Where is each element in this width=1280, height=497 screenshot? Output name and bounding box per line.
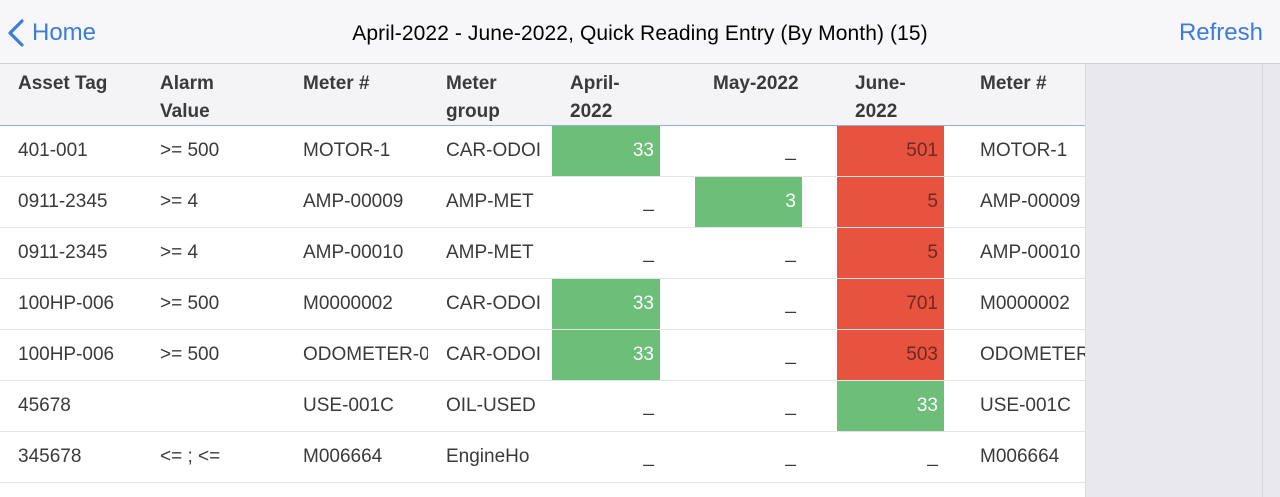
- column-meter-number-header[interactable]: Meter #: [285, 64, 428, 126]
- header-label-line2: Value: [160, 101, 210, 122]
- june-reading-cell[interactable]: 5: [837, 177, 944, 227]
- may-reading-cell[interactable]: 3: [695, 177, 802, 227]
- table-row[interactable]: 45678 USE-001C OIL-USED _ _ 33 USE-001C: [0, 381, 1085, 432]
- navigation-bar: Home April-2022 - June-2022, Quick Readi…: [0, 0, 1280, 64]
- may-reading-cell[interactable]: _: [785, 395, 796, 416]
- meter-group-cell: CAR-ODOI: [446, 140, 541, 161]
- page-title: April-2022 - June-2022, Quick Reading En…: [352, 22, 928, 45]
- meter-number-cell: M006664: [303, 446, 383, 467]
- june-reading-cell[interactable]: _: [927, 446, 938, 467]
- alarm-value-cell: >= 4: [160, 191, 199, 212]
- table-row[interactable]: 401-001 >= 500 MOTOR-1 CAR-ODOI 33 _ 501 MOTOR-…: [0, 126, 1085, 177]
- header-label-line2: group: [446, 101, 500, 122]
- june-reading-cell[interactable]: 501: [837, 126, 944, 176]
- meter-number-cell: AMP-00010: [303, 242, 404, 263]
- april-reading-cell[interactable]: _: [643, 242, 654, 263]
- asset-tag-cell: 100HP-006: [18, 344, 115, 365]
- refresh-button[interactable]: Refresh: [1178, 19, 1263, 46]
- column-alarm-value-header[interactable]: Alarm Value: [142, 64, 285, 126]
- meter-number-cell: ODOMETER-0: [303, 344, 428, 365]
- meter-group-cell: OIL-USED: [446, 395, 536, 416]
- table-row[interactable]: 0911-2345 >= 4 AMP-00009 AMP-MET _ 3 5 AMP-0000…: [0, 177, 1085, 228]
- april-reading-cell[interactable]: 33: [552, 126, 660, 176]
- panel-divider: [1262, 64, 1263, 497]
- column-meter-group-header[interactable]: Meter group: [428, 64, 552, 126]
- alarm-value-cell: >= 500: [160, 293, 220, 314]
- reading-grid: Asset Tag Alarm Value Meter # Meter group Apri…: [0, 64, 1086, 497]
- back-label: Home: [32, 19, 97, 46]
- header-label: June-2022: [855, 73, 906, 122]
- table-row[interactable]: 100HP-006 >= 500 ODOMETER-0 CAR-ODOI 33 _ 503 O…: [0, 330, 1086, 381]
- meter-number-2-cell: M0000002: [980, 293, 1070, 314]
- header-label: Meter #: [303, 73, 370, 94]
- june-reading-cell[interactable]: 33: [837, 381, 944, 431]
- alarm-value-cell: >= 500: [160, 140, 220, 161]
- chevron-left-icon: [8, 19, 24, 47]
- meter-group-cell: AMP-MET: [446, 191, 534, 212]
- meter-group-cell: CAR-ODOI: [446, 293, 541, 314]
- meter-number-2-cell: ODOMETER: [980, 344, 1086, 365]
- meter-number-2-cell: USE-001C: [980, 395, 1071, 416]
- asset-tag-cell: 100HP-006: [18, 293, 115, 314]
- asset-tag-cell: 0911-2345: [18, 242, 108, 263]
- meter-number-cell: MOTOR-1: [303, 140, 391, 161]
- april-reading-cell[interactable]: 33: [552, 330, 660, 380]
- may-reading-cell[interactable]: _: [785, 140, 796, 161]
- header-label: Asset Tag: [18, 73, 108, 94]
- meter-number-2-cell: AMP-00009: [980, 191, 1081, 212]
- alarm-value-cell: <= ; <=: [160, 446, 221, 467]
- june-reading-cell[interactable]: 5: [837, 228, 944, 278]
- column-meter-number-2-header[interactable]: Meter #: [962, 64, 1085, 126]
- april-reading-cell[interactable]: _: [643, 191, 654, 212]
- meter-group-cell: AMP-MET: [446, 242, 534, 263]
- column-asset-tag-header[interactable]: Asset Tag: [0, 64, 142, 126]
- header-label: Meter #: [980, 73, 1047, 94]
- meter-number-2-cell: M006664: [980, 446, 1060, 467]
- asset-tag-cell: 345678: [18, 446, 82, 467]
- table-row[interactable]: 0911-2345 >= 4 AMP-00010 AMP-MET _ _ 5 AMP-0001…: [0, 228, 1085, 279]
- meter-number-2-cell: AMP-00010: [980, 242, 1081, 263]
- may-reading-cell[interactable]: _: [785, 344, 796, 365]
- header-label: May-2022: [713, 73, 799, 94]
- table-row[interactable]: 345678 <= ; <= M006664 EngineHo _ _ _ M006664: [0, 432, 1085, 483]
- april-reading-cell[interactable]: _: [643, 446, 654, 467]
- may-reading-cell[interactable]: _: [785, 242, 796, 263]
- back-button[interactable]: Home: [6, 16, 96, 50]
- header-label: Alarm: [160, 73, 214, 94]
- asset-tag-cell: 401-001: [18, 140, 88, 161]
- june-reading-cell[interactable]: 701: [837, 279, 944, 329]
- april-reading-cell[interactable]: 33: [552, 279, 660, 329]
- alarm-value-cell: >= 500: [160, 344, 220, 365]
- meter-group-cell: EngineHo: [446, 446, 530, 467]
- may-reading-cell[interactable]: _: [785, 446, 796, 467]
- asset-tag-cell: 45678: [18, 395, 71, 416]
- meter-group-cell: CAR-ODOI: [446, 344, 541, 365]
- april-reading-cell[interactable]: _: [643, 395, 654, 416]
- meter-number-cell: AMP-00009: [303, 191, 404, 212]
- column-june-2022-header[interactable]: June-2022: [837, 64, 944, 126]
- asset-tag-cell: 0911-2345: [18, 191, 108, 212]
- header-label: Meter: [446, 73, 497, 94]
- meter-number-cell: M0000002: [303, 293, 393, 314]
- side-panel: [1086, 64, 1280, 497]
- alarm-value-cell: [142, 381, 285, 431]
- alarm-value-cell: >= 4: [160, 242, 199, 263]
- meter-number-cell: USE-001C: [303, 395, 394, 416]
- june-reading-cell[interactable]: 503: [837, 330, 944, 380]
- meter-number-2-cell: MOTOR-1: [980, 140, 1068, 161]
- table-row[interactable]: 100HP-006 >= 500 M0000002 CAR-ODOI 33 _ 701 M00…: [0, 279, 1085, 330]
- column-may-2022-header[interactable]: May-2022: [695, 64, 802, 126]
- header-label: April-2022: [570, 73, 620, 122]
- may-reading-cell[interactable]: _: [785, 293, 796, 314]
- column-april-2022-header[interactable]: April-2022: [552, 64, 660, 126]
- table-header: Asset Tag Alarm Value Meter # Meter group Apri…: [0, 64, 1085, 126]
